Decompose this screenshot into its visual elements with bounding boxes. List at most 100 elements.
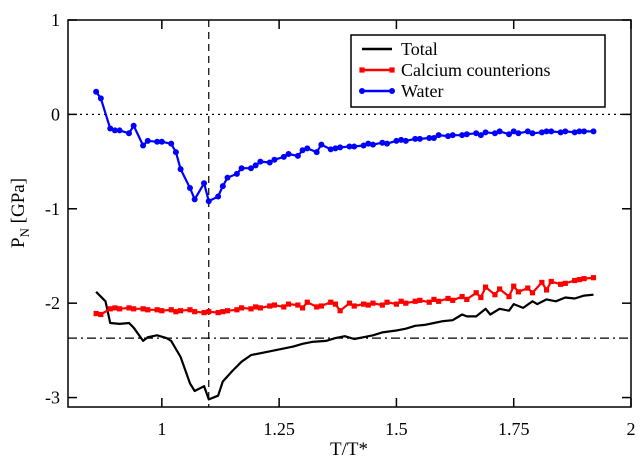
data-point-1-39: [351, 303, 357, 309]
data-point-2-8: [144, 137, 151, 144]
y-axis-title-unit: [GPa]: [8, 178, 29, 228]
data-point-1-25: [257, 305, 263, 311]
data-point-1-8: [145, 307, 151, 313]
data-point-1-68: [543, 287, 550, 293]
legend-marker-2: [389, 88, 395, 94]
data-point-1-6: [131, 306, 137, 312]
legend-marker-1: [359, 67, 365, 73]
data-point-1-2: [107, 306, 113, 312]
data-point-2-60: [491, 130, 498, 137]
data-point-1-11: [168, 307, 174, 313]
data-point-1-48: [412, 298, 418, 304]
data-point-1-72: [572, 277, 578, 284]
data-point-1-47: [403, 300, 409, 306]
x-tick-label-4: 2: [627, 419, 636, 439]
data-point-1-59: [482, 284, 489, 290]
data-point-2-39: [351, 143, 358, 150]
data-point-2-19: [219, 183, 226, 190]
data-point-2-23: [247, 165, 254, 172]
data-point-2-25: [257, 158, 264, 165]
data-point-2-67: [538, 129, 545, 136]
legend-marker-2: [359, 88, 365, 94]
data-point-2-31: [299, 147, 306, 154]
data-point-1-24: [253, 304, 259, 310]
data-point-2-73: [576, 128, 583, 135]
data-point-2-52: [435, 132, 442, 139]
data-point-1-69: [548, 278, 554, 285]
data-point-1-75: [590, 275, 597, 281]
data-point-2-54: [449, 132, 456, 139]
data-point-2-27: [271, 156, 278, 163]
data-point-1-20: [224, 308, 231, 314]
data-point-1-16: [201, 310, 207, 316]
series-layer: [93, 88, 597, 401]
data-point-1-12: [173, 309, 179, 315]
data-point-2-7: [140, 142, 147, 149]
data-point-1-15: [192, 309, 198, 315]
data-point-2-11: [168, 140, 175, 147]
data-point-1-30: [295, 302, 301, 308]
data-point-2-50: [426, 134, 433, 141]
data-point-2-36: [332, 145, 339, 152]
data-point-1-0: [93, 310, 99, 317]
data-point-1-71: [562, 280, 568, 286]
x-tick-label-1: 1.25: [263, 419, 295, 439]
data-point-2-61: [496, 128, 503, 135]
data-point-1-67: [539, 279, 545, 286]
data-point-1-53: [445, 295, 451, 302]
data-point-2-13: [177, 166, 184, 173]
y-tick-label-3: -2: [45, 293, 60, 313]
data-point-2-74: [581, 128, 588, 135]
data-point-1-36: [332, 301, 339, 307]
data-point-2-44: [384, 140, 391, 147]
data-point-1-17: [206, 309, 212, 315]
y-axis-title-subscript: N: [17, 227, 32, 237]
data-point-1-50: [426, 299, 432, 305]
data-point-1-54: [450, 297, 456, 303]
data-point-2-10: [158, 138, 165, 145]
data-point-2-51: [430, 134, 437, 141]
data-point-2-42: [369, 141, 376, 148]
series-0: [95, 291, 594, 401]
data-point-2-16: [201, 180, 208, 187]
data-point-1-56: [464, 296, 470, 302]
data-point-2-35: [327, 146, 334, 153]
data-point-2-21: [233, 170, 240, 177]
data-point-2-46: [398, 136, 405, 143]
data-point-2-24: [252, 162, 259, 169]
data-point-2-28: [280, 153, 287, 160]
data-point-2-2: [107, 125, 114, 132]
data-point-2-56: [463, 131, 470, 138]
data-point-1-44: [384, 299, 390, 305]
data-point-2-6: [130, 122, 137, 129]
data-point-2-29: [285, 151, 292, 158]
series-2: [93, 88, 597, 205]
data-point-2-4: [116, 127, 123, 134]
data-point-1-27: [271, 302, 278, 308]
data-point-2-18: [215, 193, 222, 200]
reference-lines: [68, 20, 631, 407]
data-point-1-43: [379, 302, 385, 308]
data-point-1-7: [140, 306, 146, 312]
data-point-1-38: [346, 300, 353, 306]
data-point-1-57: [473, 290, 479, 296]
data-point-1-3: [112, 305, 118, 311]
data-point-2-37: [337, 144, 344, 151]
series-line-0: [95, 291, 594, 401]
data-point-1-22: [238, 305, 245, 311]
data-point-1-32: [304, 299, 310, 305]
data-point-2-57: [473, 130, 480, 137]
data-point-1-5: [126, 305, 132, 311]
y-tick-label-1: 0: [51, 104, 60, 124]
data-point-2-0: [93, 88, 100, 95]
data-point-1-61: [497, 286, 503, 292]
plot-frame: [67, 19, 632, 408]
data-point-2-65: [524, 128, 531, 135]
data-point-2-48: [412, 135, 419, 142]
data-point-1-9: [154, 307, 160, 313]
data-point-1-55: [459, 293, 465, 300]
data-point-2-49: [416, 135, 423, 142]
data-point-1-41: [365, 302, 371, 308]
